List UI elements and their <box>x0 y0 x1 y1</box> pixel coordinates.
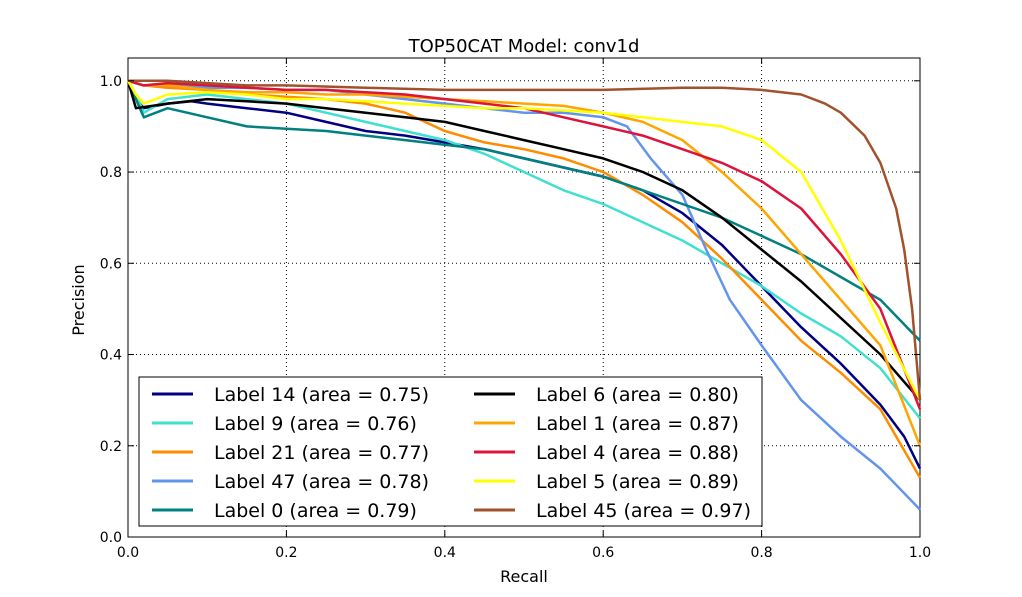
y-tick-label: 0.0 <box>100 530 122 546</box>
legend-label-6: Label 1 (area = 0.87) <box>536 413 739 435</box>
y-axis-label: Precision <box>69 264 88 335</box>
x-tick-label: 0.8 <box>750 545 772 561</box>
series-line-7 <box>127 79 922 410</box>
legend-label-4: Label 0 (area = 0.79) <box>214 500 417 522</box>
chart-title: TOP50CAT Model: conv1d <box>408 36 640 57</box>
x-axis-label: Recall <box>500 567 548 586</box>
series-line-8 <box>126 80 922 401</box>
x-tick-label: 0.4 <box>434 545 456 561</box>
legend: Label 14 (area = 0.75) Label 9 (area = 0.… <box>138 376 763 527</box>
plot-border <box>127 57 921 538</box>
legend-box <box>138 376 763 527</box>
series-line-1 <box>126 80 921 420</box>
series-line-4 <box>126 80 921 342</box>
legend-label-3: Label 47 (area = 0.78) <box>214 471 429 493</box>
series-line-5 <box>126 80 921 401</box>
legend-label-2: Label 21 (area = 0.77) <box>214 442 429 464</box>
axis-ticks: 0.0 0.2 0.4 0.6 0.8 1.0 0.0 0.2 0.4 0.6 0.8 1.0 <box>100 58 931 561</box>
series-line-9 <box>128 79 922 401</box>
y-tick-label: 0.4 <box>100 348 122 364</box>
series-lines <box>126 79 922 511</box>
series-line-6 <box>127 79 922 447</box>
legend-label-9: Label 45 (area = 0.97) <box>536 500 751 522</box>
y-tick-label: 0.2 <box>100 439 122 455</box>
legend-label-5: Label 6 (area = 0.80) <box>536 384 739 406</box>
legend-label-1: Label 9 (area = 0.76) <box>214 413 417 435</box>
x-tick-label: 1.0 <box>909 545 931 561</box>
y-tick-label: 0.6 <box>100 256 122 272</box>
legend-label-8: Label 5 (area = 0.89) <box>536 471 739 493</box>
y-tick-label: 0.8 <box>100 165 122 181</box>
x-tick-label: 0.2 <box>275 545 297 561</box>
y-tick-label: 1.0 <box>100 74 122 90</box>
legend-label-7: Label 4 (area = 0.88) <box>536 442 739 464</box>
x-tick-label: 0.0 <box>117 545 139 561</box>
legend-label-0: Label 14 (area = 0.75) <box>214 384 429 406</box>
plot-frame <box>127 57 921 538</box>
x-tick-label: 0.6 <box>592 545 614 561</box>
